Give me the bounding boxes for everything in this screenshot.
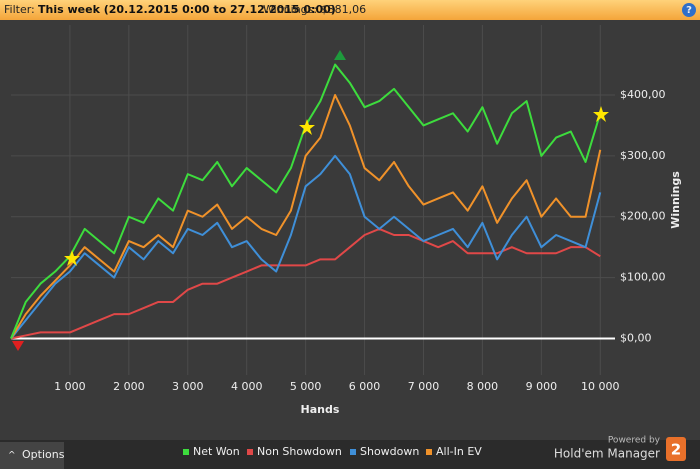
options-button[interactable] [0, 442, 64, 469]
x-tick-label: 1 000 [54, 380, 86, 393]
x-tick-label: 5 000 [290, 380, 322, 393]
x-tick-label: 9 000 [526, 380, 558, 393]
filter-bar [0, 0, 700, 20]
x-tick-label: 10 000 [581, 380, 620, 393]
y-tick-label: $200,00 [620, 210, 666, 223]
logo-number: 2 [671, 441, 681, 459]
x-tick-label: 6 000 [349, 380, 381, 393]
legend-swatch [247, 449, 253, 455]
x-tick-label: 3 000 [172, 380, 204, 393]
filter-label: Filter: [4, 3, 35, 16]
legend-label: All-In EV [436, 445, 482, 458]
legend-label: Showdown [360, 445, 419, 458]
filter-winnings: Winnings: $381,06 [263, 3, 366, 16]
plot: 1 000 2 000 3 000 4 000 5 000 6 000 7 000 8 000… [10, 25, 666, 393]
x-tick-label: 4 000 [231, 380, 263, 393]
legend-label: Net Won [193, 445, 240, 458]
y-tick-label: $400,00 [620, 88, 666, 101]
options-label[interactable]: Options [22, 448, 65, 461]
help-icon[interactable]: ? [686, 5, 692, 16]
y-axis-label: Winnings [669, 171, 682, 229]
legend-swatch [350, 449, 356, 455]
star [299, 119, 315, 135]
min-marker [12, 341, 24, 351]
x-tick-label: 8 000 [467, 380, 499, 393]
help-button[interactable] [682, 3, 696, 17]
chart-area [0, 20, 700, 440]
legend-swatch [183, 449, 189, 455]
series-line [10, 94, 602, 339]
x-axis-label: Hands [301, 403, 340, 416]
options-caret[interactable]: ^ [8, 451, 16, 461]
star [593, 106, 609, 122]
x-tick-label: 7 000 [408, 380, 440, 393]
series-line [10, 154, 602, 340]
legend-swatch [426, 449, 432, 455]
product-name: Hold'em Manager [554, 447, 660, 461]
max-marker [334, 50, 346, 60]
x-tick-label: 2 000 [113, 380, 145, 393]
logo [666, 437, 686, 461]
powered-by: Powered by [608, 436, 661, 446]
y-tick-label: $0,00 [620, 331, 652, 344]
y-tick-label: $100,00 [620, 271, 666, 284]
star [64, 250, 80, 266]
legend-label: Non Showdown [257, 445, 342, 458]
filter-value: This week (20.12.2015 0:00 to 27.12.2015… [38, 3, 336, 16]
y-tick-label: $300,00 [620, 149, 666, 162]
